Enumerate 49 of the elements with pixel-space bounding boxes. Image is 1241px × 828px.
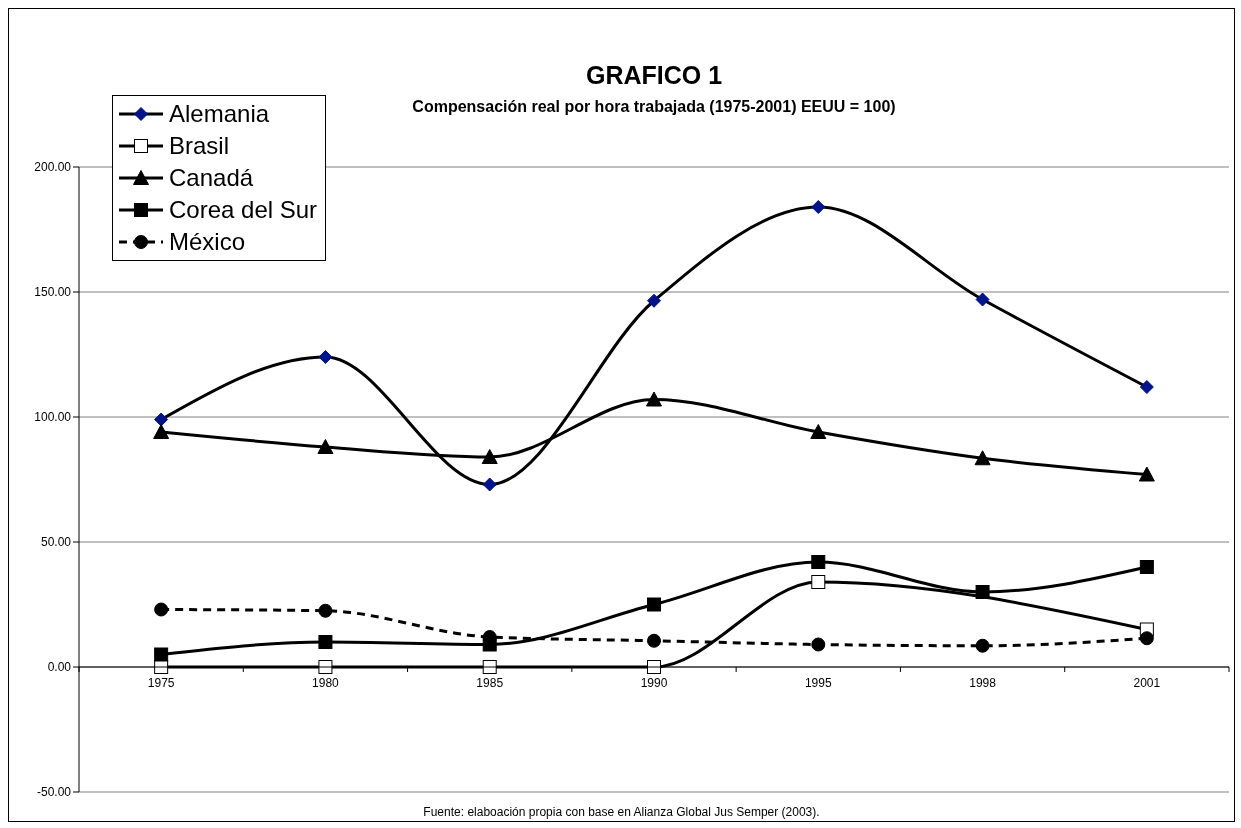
y-tick-label: 0.00 (47, 660, 72, 675)
point (647, 293, 661, 308)
point (975, 585, 990, 599)
point (153, 424, 170, 439)
point (811, 200, 826, 214)
point (481, 449, 498, 464)
point (318, 635, 333, 649)
legend-label: Brasil (169, 132, 230, 160)
point (647, 633, 661, 648)
chart-title: GRAFICO 1 (584, 61, 724, 90)
x-tick-label: 1985 (476, 676, 504, 690)
x-tick-label: 1990 (640, 676, 668, 690)
source-note: Fuente: elaboación propia con base en Alianza Global Jus Semper (2003). (422, 805, 821, 819)
point (1139, 560, 1154, 574)
point (975, 638, 990, 653)
y-tick-label: 150.00 (34, 285, 72, 300)
point (318, 660, 333, 674)
x-tick-label: 1975 (147, 676, 175, 690)
legend-label: Corea del Sur (169, 196, 318, 224)
x-tick-label: 1980 (312, 676, 340, 690)
legend-label: México (169, 228, 246, 256)
point (1139, 631, 1154, 646)
y-tick-label: 100.00 (34, 410, 72, 425)
point (646, 391, 662, 407)
point (1138, 466, 1155, 482)
point (154, 647, 169, 662)
point (482, 477, 497, 492)
point (811, 575, 826, 589)
x-tick-label: 1995 (804, 676, 832, 690)
point (811, 637, 826, 652)
legend-label: Alemania (169, 100, 270, 128)
point (647, 597, 661, 612)
point (811, 555, 826, 569)
point (974, 450, 991, 466)
point (975, 292, 990, 307)
y-tick-label: -50.00 (36, 785, 72, 800)
point (318, 603, 333, 618)
x-tick-label: 2001 (1133, 676, 1161, 690)
x-tick-label: 1998 (969, 676, 997, 690)
chart-subtitle: Compensación real por hora trabajada (1975-2001) EEUU = 100) (412, 98, 896, 115)
legend-label: Canadá (169, 164, 254, 192)
point (154, 412, 169, 427)
y-tick-label: 200.00 (34, 160, 72, 175)
point (318, 350, 333, 364)
y-tick-label: 50.00 (40, 535, 72, 550)
point (1139, 380, 1154, 394)
point (317, 439, 334, 454)
point (810, 424, 827, 439)
point (154, 602, 169, 617)
